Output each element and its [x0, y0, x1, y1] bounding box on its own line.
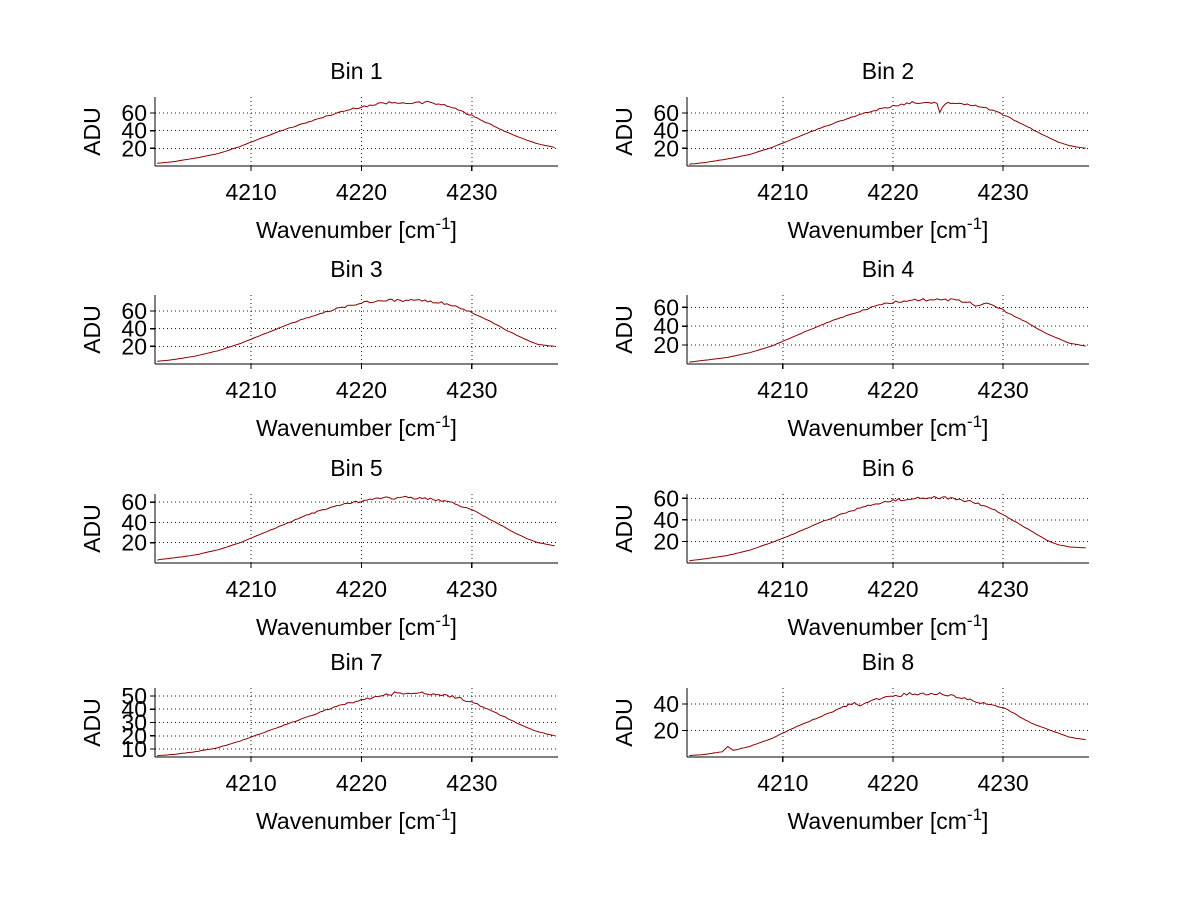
y-tick-label: 50	[121, 683, 147, 709]
subplot-title: Bin 1	[330, 58, 382, 84]
subplot-title: Bin 3	[330, 256, 382, 282]
y-axis-label: ADU	[611, 698, 637, 747]
subplot-title: Bin 5	[330, 455, 382, 481]
spectrum-line	[689, 298, 1086, 363]
y-tick-label: 40	[121, 696, 147, 722]
x-tick-label: 4210	[225, 770, 276, 796]
x-axis-label: Wavenumber [cm-1]	[788, 805, 989, 834]
y-tick-label: 30	[121, 710, 147, 736]
y-axis-label: ADU	[79, 698, 105, 747]
x-tick-label: 4220	[867, 179, 918, 205]
y-tick-label: 20	[653, 528, 679, 554]
subplot-title: Bin 7	[330, 649, 382, 675]
spectrum-line	[689, 495, 1086, 562]
x-tick-label: 4230	[978, 377, 1029, 403]
x-tick-label: 4210	[225, 179, 276, 205]
x-tick-label: 4210	[757, 377, 808, 403]
spectrum-line	[157, 100, 555, 164]
x-tick-label: 4230	[978, 576, 1029, 602]
x-tick-label: 4230	[978, 179, 1029, 205]
x-tick-label: 4220	[867, 576, 918, 602]
y-tick-label: 60	[653, 485, 679, 511]
y-axis-label: ADU	[611, 504, 637, 553]
x-tick-label: 4210	[757, 770, 808, 796]
y-tick-label: 20	[653, 332, 679, 358]
x-tick-label: 4230	[446, 179, 497, 205]
y-axis-label: ADU	[79, 305, 105, 354]
x-tick-label: 4210	[225, 576, 276, 602]
spectrum-line	[689, 691, 1086, 757]
subplot-title: Bin 2	[862, 58, 914, 84]
y-axis-label: ADU	[611, 305, 637, 354]
spectrum-line	[157, 495, 555, 561]
x-tick-label: 4210	[757, 576, 808, 602]
x-tick-label: 4230	[446, 377, 497, 403]
y-axis-label: ADU	[79, 107, 105, 156]
y-tick-label: 40	[653, 313, 679, 339]
x-tick-label: 4220	[867, 377, 918, 403]
x-tick-label: 4220	[867, 770, 918, 796]
x-tick-label: 4220	[336, 179, 387, 205]
y-tick-label: 60	[121, 489, 147, 515]
y-tick-label: 60	[121, 100, 147, 126]
x-tick-label: 4210	[225, 377, 276, 403]
spectrum-line	[157, 298, 555, 362]
x-axis-label: Wavenumber [cm-1]	[256, 805, 457, 834]
y-tick-label: 40	[653, 118, 679, 144]
x-tick-label: 4230	[978, 770, 1029, 796]
y-tick-label: 40	[653, 507, 679, 533]
y-tick-label: 40	[121, 316, 147, 342]
y-tick-label: 10	[121, 736, 147, 762]
y-tick-label: 60	[653, 294, 679, 320]
subplot-title: Bin 6	[862, 455, 914, 481]
y-tick-label: 20	[653, 717, 679, 743]
y-tick-label: 40	[121, 509, 147, 535]
y-tick-label: 40	[121, 118, 147, 144]
y-tick-label: 60	[121, 298, 147, 324]
y-tick-label: 20	[121, 333, 147, 359]
y-tick-label: 60	[653, 100, 679, 126]
x-tick-label: 4230	[446, 576, 497, 602]
x-tick-label: 4210	[757, 179, 808, 205]
subplot-title: Bin 4	[862, 256, 915, 282]
x-tick-label: 4220	[336, 377, 387, 403]
y-tick-label: 20	[121, 135, 147, 161]
subplot-title: Bin 8	[862, 649, 914, 675]
x-axis-label: Wavenumber [cm-1]	[788, 611, 989, 640]
y-tick-label: 20	[121, 530, 147, 556]
x-axis-label: Wavenumber [cm-1]	[788, 412, 989, 441]
x-axis-label: Wavenumber [cm-1]	[256, 611, 457, 640]
x-tick-label: 4220	[336, 576, 387, 602]
y-tick-label: 20	[121, 723, 147, 749]
spectrum-line	[689, 100, 1086, 165]
spectrum-line	[157, 691, 555, 757]
x-axis-label: Wavenumber [cm-1]	[256, 412, 457, 441]
x-tick-label: 4220	[336, 770, 387, 796]
x-axis-label: Wavenumber [cm-1]	[256, 214, 457, 243]
y-axis-label: ADU	[79, 504, 105, 553]
y-tick-label: 40	[653, 691, 679, 717]
x-tick-label: 4230	[446, 770, 497, 796]
y-tick-label: 20	[653, 135, 679, 161]
x-axis-label: Wavenumber [cm-1]	[788, 214, 989, 243]
y-axis-label: ADU	[611, 107, 637, 156]
